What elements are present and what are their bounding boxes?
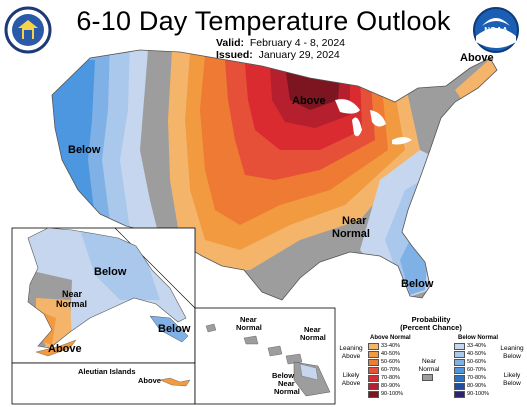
hi-near-c2: Normal bbox=[274, 387, 300, 396]
legend-below-bin: 33-40% bbox=[467, 343, 486, 349]
great-lakes bbox=[335, 99, 360, 114]
label-below-florida: Below bbox=[401, 278, 434, 290]
legend-above-swatch bbox=[368, 351, 379, 358]
ak-label-below-se: Below bbox=[158, 323, 191, 335]
legend-likely-below: Likely Below bbox=[503, 372, 521, 387]
hi-near-a1: Near bbox=[240, 315, 257, 324]
legend-title: Probability (Percent Chance) bbox=[400, 315, 462, 332]
aleutian-inset bbox=[11, 362, 196, 405]
hi-near-b2: Normal bbox=[300, 333, 326, 342]
legend-above-swatch bbox=[368, 359, 379, 366]
legend-below-bin: 60-70% bbox=[467, 367, 486, 373]
legend-below-swatch bbox=[454, 359, 465, 366]
legend-below-swatch bbox=[454, 351, 465, 358]
label-below-west: Below bbox=[68, 144, 101, 156]
legend-below-bin: 40-50% bbox=[467, 351, 486, 357]
legend-above-normal: Above Normal bbox=[370, 335, 411, 341]
legend-below-swatch bbox=[454, 375, 465, 382]
hi-below: Below bbox=[272, 371, 294, 380]
legend-above-bin: 33-40% bbox=[381, 343, 400, 349]
legend-above-swatch bbox=[368, 391, 379, 398]
legend-above-swatch bbox=[368, 367, 379, 374]
legend-below-swatch bbox=[454, 343, 465, 350]
legend: Probability (Percent Chance) Above Normal… bbox=[336, 316, 526, 406]
hi-near-a2: Normal bbox=[236, 323, 262, 332]
ak-label-below: Below bbox=[94, 266, 127, 278]
svg-text:NOAA: NOAA bbox=[484, 26, 508, 35]
doc-seal-icon bbox=[4, 6, 52, 54]
legend-above-bin: 50-60% bbox=[381, 359, 400, 365]
aleutian-title: Aleutian Islands bbox=[78, 367, 136, 376]
legend-leaning-above: Leaning Above bbox=[339, 345, 363, 360]
legend-below-bin: 90-100% bbox=[467, 391, 490, 397]
legend-above-bin: 90-100% bbox=[381, 391, 404, 397]
legend-below-bin: 50-60% bbox=[467, 359, 486, 365]
legend-likely-above: Likely Above bbox=[341, 372, 361, 387]
hi-near-c1: Near bbox=[278, 379, 295, 388]
legend-below-bin: 80-90% bbox=[467, 383, 486, 389]
noaa-logo-icon: NOAA bbox=[473, 7, 519, 53]
legend-above-bin: 80-90% bbox=[381, 383, 400, 389]
aleutian-above: Above bbox=[138, 376, 161, 385]
label-near-normal-2: Normal bbox=[332, 228, 370, 240]
legend-below-bin: 70-80% bbox=[467, 375, 486, 381]
legend-above-bin: 60-70% bbox=[381, 367, 400, 373]
ak-label-near1: Near bbox=[62, 289, 83, 299]
legend-below-swatch bbox=[454, 367, 465, 374]
legend-near-normal: Near Normal bbox=[418, 358, 440, 373]
label-above-maine: Above bbox=[460, 52, 494, 64]
ak-label-near2: Normal bbox=[56, 299, 87, 309]
legend-near-swatch bbox=[422, 374, 433, 381]
issued-date: Issued: January 29, 2024 bbox=[216, 49, 340, 61]
label-near-normal-1: Near bbox=[342, 215, 367, 227]
legend-leaning-below: Leaning Below bbox=[500, 345, 524, 360]
valid-dates: Valid: February 4 - 8, 2024 bbox=[216, 37, 345, 49]
ak-label-above: Above bbox=[48, 343, 82, 355]
page-title: 6-10 Day Temperature Outlook bbox=[76, 6, 451, 36]
legend-above-swatch bbox=[368, 375, 379, 382]
legend-above-swatch bbox=[368, 343, 379, 350]
legend-below-swatch bbox=[454, 391, 465, 398]
legend-above-swatch bbox=[368, 383, 379, 390]
hi-near-b1: Near bbox=[304, 325, 321, 334]
legend-below-normal: Below Normal bbox=[458, 335, 499, 341]
legend-below-swatch bbox=[454, 383, 465, 390]
label-above-midwest: Above bbox=[292, 95, 326, 107]
legend-above-bin: 40-50% bbox=[381, 351, 400, 357]
legend-above-bin: 70-80% bbox=[381, 375, 400, 381]
